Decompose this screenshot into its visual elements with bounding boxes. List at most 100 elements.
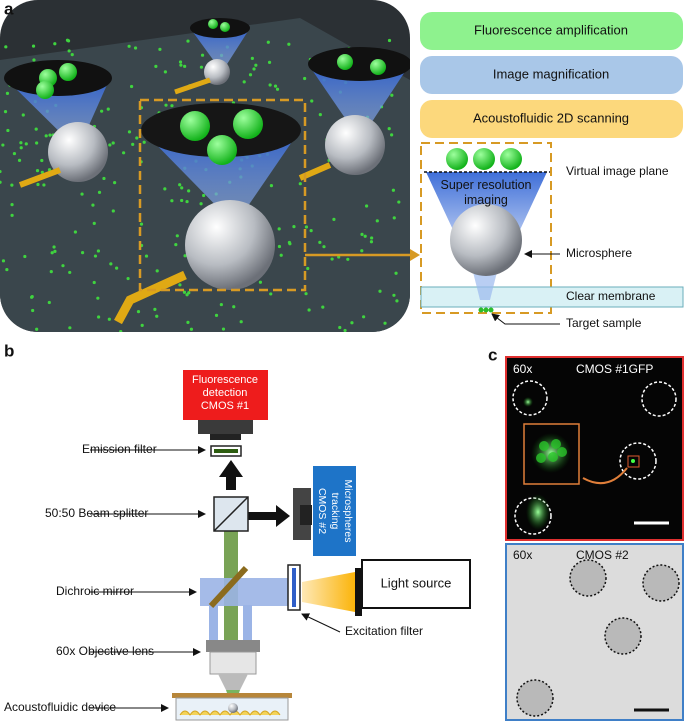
sample-dot <box>10 183 14 187</box>
sample-dot <box>219 302 223 307</box>
sample-dot <box>80 250 85 255</box>
sample-dot <box>183 254 187 258</box>
sample-dot <box>269 184 274 188</box>
annotation: 50:50 Beam splitter <box>45 506 148 520</box>
sample-dot <box>1 259 6 263</box>
sample-dot <box>338 325 342 330</box>
sample-dot <box>0 169 2 174</box>
sample-dot <box>119 329 123 332</box>
sample-dot <box>303 76 307 81</box>
sample-dot <box>126 276 130 281</box>
text-line: detection <box>203 387 248 399</box>
box-text: Fluorescence amplification <box>474 22 628 37</box>
annotation: Microsphere <box>566 246 632 260</box>
sample-dot <box>50 251 54 255</box>
sample-dot <box>127 44 131 48</box>
sample-dot <box>298 182 302 186</box>
sample-dot <box>178 60 183 64</box>
text-line: Fluorescence <box>192 374 258 386</box>
sample-dot <box>343 328 347 332</box>
sample-dot <box>364 204 369 208</box>
sample-dot <box>387 38 392 43</box>
sample-dot <box>378 289 382 293</box>
sample-dot <box>199 202 203 206</box>
sample-dot <box>23 254 27 259</box>
annotation: Excitation filter <box>345 624 423 638</box>
sample-dot <box>186 320 190 324</box>
cone-text: Super resolution imaging <box>440 178 531 207</box>
sample-dot <box>170 199 174 203</box>
sample-dot <box>383 321 387 325</box>
sample-dot <box>96 315 101 319</box>
sample-dot <box>392 293 396 297</box>
sample-dot <box>31 44 36 48</box>
sample-dot <box>68 270 72 275</box>
annotation: Acoustofluidic device <box>4 700 116 714</box>
sample-dot <box>163 70 167 74</box>
image-label: 60x <box>513 548 532 562</box>
sample-dot <box>154 64 158 69</box>
sample-dot <box>164 103 168 107</box>
sample-dot <box>106 107 110 111</box>
sample-dot <box>183 64 187 68</box>
sample-dot <box>277 227 281 231</box>
box <box>420 56 683 94</box>
sample-dot <box>109 262 113 266</box>
sample-dot <box>258 280 263 284</box>
sample-dot <box>0 180 2 184</box>
sample-dot <box>131 142 135 146</box>
panel-c: c 60x CMOS #1GFP 60x CMOS #2 <box>488 345 684 721</box>
sample-dot <box>142 140 146 144</box>
sample-dot <box>48 133 52 137</box>
sample-dot <box>111 209 115 213</box>
annotation: Dichroic mirror <box>56 584 134 598</box>
sample-dot <box>273 84 278 88</box>
sample-dot <box>10 203 14 207</box>
sample-dot <box>4 45 8 49</box>
sample-dot <box>42 183 46 187</box>
sample-dot <box>91 203 95 207</box>
sample-dot <box>239 320 243 324</box>
sample-dot <box>250 56 254 60</box>
sample-dot <box>248 73 253 77</box>
sample-dot <box>34 127 38 131</box>
sample-dot <box>100 109 104 113</box>
sample-dot <box>163 187 167 191</box>
sample-dot <box>21 113 25 117</box>
sample-dot <box>287 240 292 245</box>
sample-dot <box>44 134 48 138</box>
sample-dot <box>3 110 8 114</box>
sample-dot <box>73 230 77 234</box>
sample-dot <box>392 216 396 220</box>
sample-dot <box>115 266 119 270</box>
sample-dot <box>19 146 23 150</box>
sample-dot <box>275 87 280 91</box>
sample-dot <box>80 192 84 196</box>
sample-dot <box>102 176 106 181</box>
sample-dot <box>19 141 23 145</box>
sample-dot <box>185 199 189 204</box>
device-label: Light source <box>381 575 452 590</box>
sample-dot <box>310 99 314 103</box>
box <box>420 12 683 50</box>
sample-dot <box>214 313 219 317</box>
sample-dot <box>321 305 325 309</box>
sample-dot <box>53 249 57 253</box>
sample-dot <box>53 42 57 46</box>
annotation: Virtual image plane <box>566 164 669 178</box>
sample-dot <box>179 63 183 67</box>
sample-dot <box>153 307 157 311</box>
sample-dot <box>360 232 364 237</box>
sample-dot <box>6 128 10 133</box>
text-line: CMOS #2 <box>316 488 328 534</box>
sample-dot <box>93 254 98 258</box>
sample-dot <box>254 63 258 67</box>
sample-dot <box>395 299 399 303</box>
text-line: Super resolution <box>440 178 531 192</box>
sample-dot <box>144 254 149 258</box>
sample-dot <box>140 323 144 327</box>
sample-dot <box>61 264 65 268</box>
sample-dot <box>122 151 126 155</box>
sample-dot <box>187 291 191 295</box>
sample-dot <box>31 308 35 313</box>
